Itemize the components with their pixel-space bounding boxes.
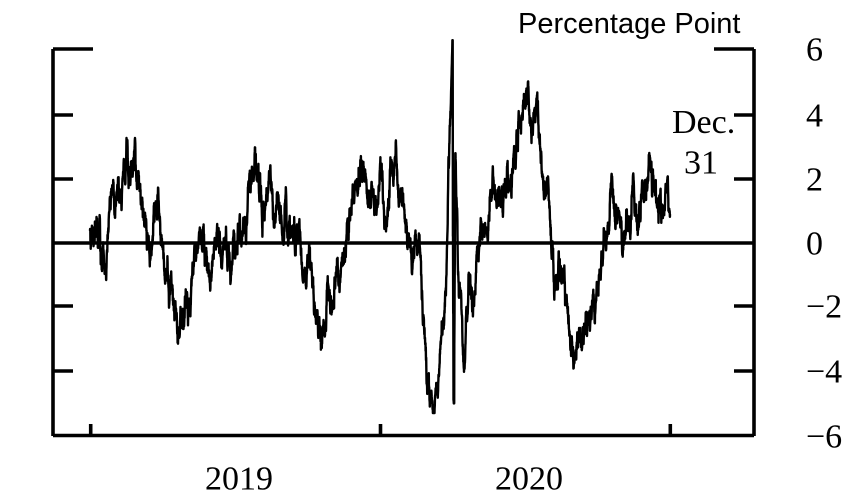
svg-text:−2: −2	[806, 289, 842, 326]
svg-text:6: 6	[806, 32, 823, 69]
svg-text:4: 4	[806, 98, 823, 135]
svg-text:−6: −6	[806, 419, 842, 456]
svg-text:2020: 2020	[495, 461, 563, 498]
svg-text:31: 31	[684, 145, 718, 182]
svg-text:Percentage Point: Percentage Point	[518, 8, 740, 40]
svg-text:0: 0	[806, 226, 823, 263]
svg-text:Dec.: Dec.	[672, 104, 735, 141]
svg-text:−4: −4	[806, 354, 842, 391]
svg-text:2019: 2019	[205, 461, 273, 498]
svg-text:2: 2	[806, 162, 823, 199]
